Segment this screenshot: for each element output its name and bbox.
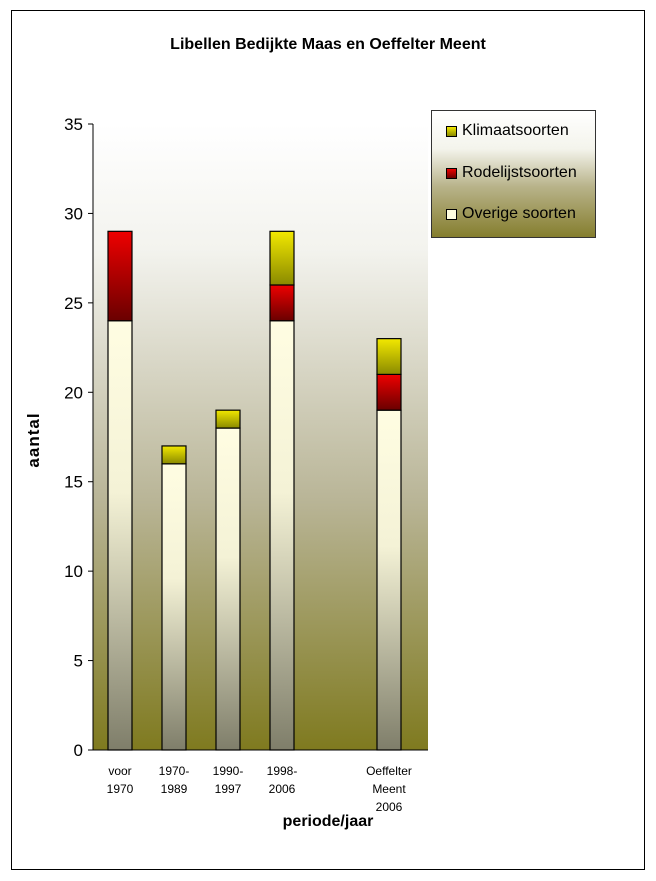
y-tick-label: 20 xyxy=(64,383,83,402)
legend-item-rodelijstsoorten: Rodelijstsoorten xyxy=(446,163,577,183)
legend-item-klimaatsoorten: Klimaatsoorten xyxy=(446,121,569,141)
legend-swatch-overige-soorten xyxy=(446,208,457,220)
bar-overige-soorten-2 xyxy=(161,463,187,751)
bar-rodelijstsoorten-4 xyxy=(269,284,295,322)
x-tick-label: voor 1970 xyxy=(107,764,134,796)
bar-klimaatsoorten-3 xyxy=(215,409,241,429)
x-axis-label: periode/jaar xyxy=(282,813,374,830)
bar-overige-soorten-5 xyxy=(376,409,402,751)
bar-overige-soorten-3 xyxy=(215,427,241,751)
bar-klimaatsoorten-4 xyxy=(269,230,295,286)
bar-overige-soorten-1 xyxy=(107,320,133,751)
y-tick-label: 0 xyxy=(74,741,83,760)
y-tick-label: 15 xyxy=(64,473,83,492)
bar-rodelijstsoorten-5 xyxy=(376,373,402,411)
x-tick-label: 1998-2006 xyxy=(267,764,298,796)
x-tick-label: 1970-1989 xyxy=(159,764,190,796)
legend: Klimaatsoorten Rodelijstsoorten Overige … xyxy=(431,110,596,238)
bars xyxy=(107,230,402,751)
chart-title: Libellen Bedijkte Maas en Oeffelter Meen… xyxy=(170,36,486,53)
legend-label-klimaatsoorten: Klimaatsoorten xyxy=(462,122,569,139)
y-tick-label: 25 xyxy=(64,294,83,313)
legend-item-overige-soorten: Overige soorten xyxy=(446,204,576,224)
x-tick-label: 1990-1997 xyxy=(213,764,244,796)
legend-label-overige-soorten: Overige soorten xyxy=(462,205,576,222)
axes: 0 5 10 15 20 25 30 35 voor 1970 1970-1989 1990-1997… xyxy=(64,115,428,814)
bar-overige-soorten-4 xyxy=(269,320,295,751)
bar-klimaatsoorten-5 xyxy=(376,338,402,375)
y-tick-label: 35 xyxy=(64,115,83,134)
bar-klimaatsoorten-2 xyxy=(161,445,187,465)
plot-area xyxy=(93,124,428,750)
x-tick-label: Oeffelter Meent 2006 xyxy=(366,764,412,814)
legend-swatch-klimaatsoorten xyxy=(446,125,457,137)
bar-rodelijstsoorten-1 xyxy=(107,230,133,322)
legend-label-rodelijstsoorten: Rodelijstsoorten xyxy=(462,164,577,181)
legend-swatch-rodelijstsoorten xyxy=(446,167,457,179)
y-tick-label: 10 xyxy=(64,562,83,581)
y-tick-label: 5 xyxy=(74,652,83,671)
plot-background xyxy=(93,124,428,750)
y-tick-label: 30 xyxy=(64,204,83,223)
